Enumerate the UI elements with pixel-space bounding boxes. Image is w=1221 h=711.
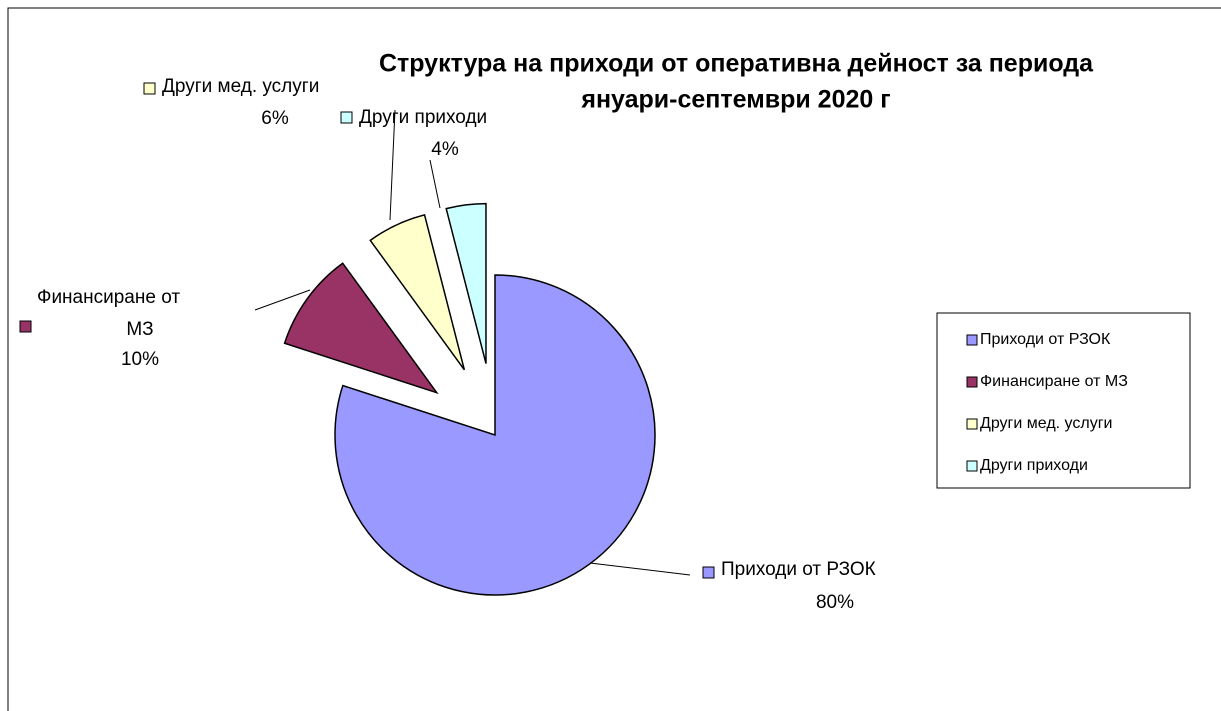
legend-label: Приходи от РЗОК (980, 331, 1111, 348)
label-marker (702, 566, 715, 579)
legend-swatch (966, 460, 978, 472)
pie-slice (445, 202, 487, 364)
leader-line (589, 562, 691, 576)
data-label-category: Други приходи (359, 107, 487, 128)
leader-line (389, 109, 396, 221)
leader-line (254, 289, 311, 311)
data-label-category: Финансиране от МЗ (37, 287, 180, 340)
data-label-value: 6% (261, 108, 289, 129)
pie-slice (283, 262, 439, 395)
chart-title: януари-септември 2020 г (580, 86, 890, 114)
data-label-value: 10% (121, 349, 159, 370)
leader-line (429, 159, 441, 209)
pie-slice (369, 213, 466, 371)
legend-label: Други приходи (980, 457, 1088, 474)
legend-swatch (966, 376, 978, 388)
data-label-value: 4% (431, 139, 459, 160)
label-marker (340, 111, 353, 124)
data-label-value: 80% (816, 592, 854, 613)
legend-swatch (966, 418, 978, 430)
legend-box (936, 312, 1191, 489)
data-label-category: Други мед. услуги (162, 76, 319, 97)
data-label-category: Приходи от РЗОК (721, 559, 876, 580)
label-marker (19, 320, 32, 333)
legend-swatch (966, 334, 978, 346)
legend-label: Финансиране от МЗ (980, 373, 1128, 390)
chart-title: Структура на приходи от оперативна дейно… (379, 50, 1094, 78)
pie-slice (334, 274, 656, 596)
label-marker (143, 82, 156, 95)
legend-label: Други мед. услуги (980, 415, 1112, 432)
